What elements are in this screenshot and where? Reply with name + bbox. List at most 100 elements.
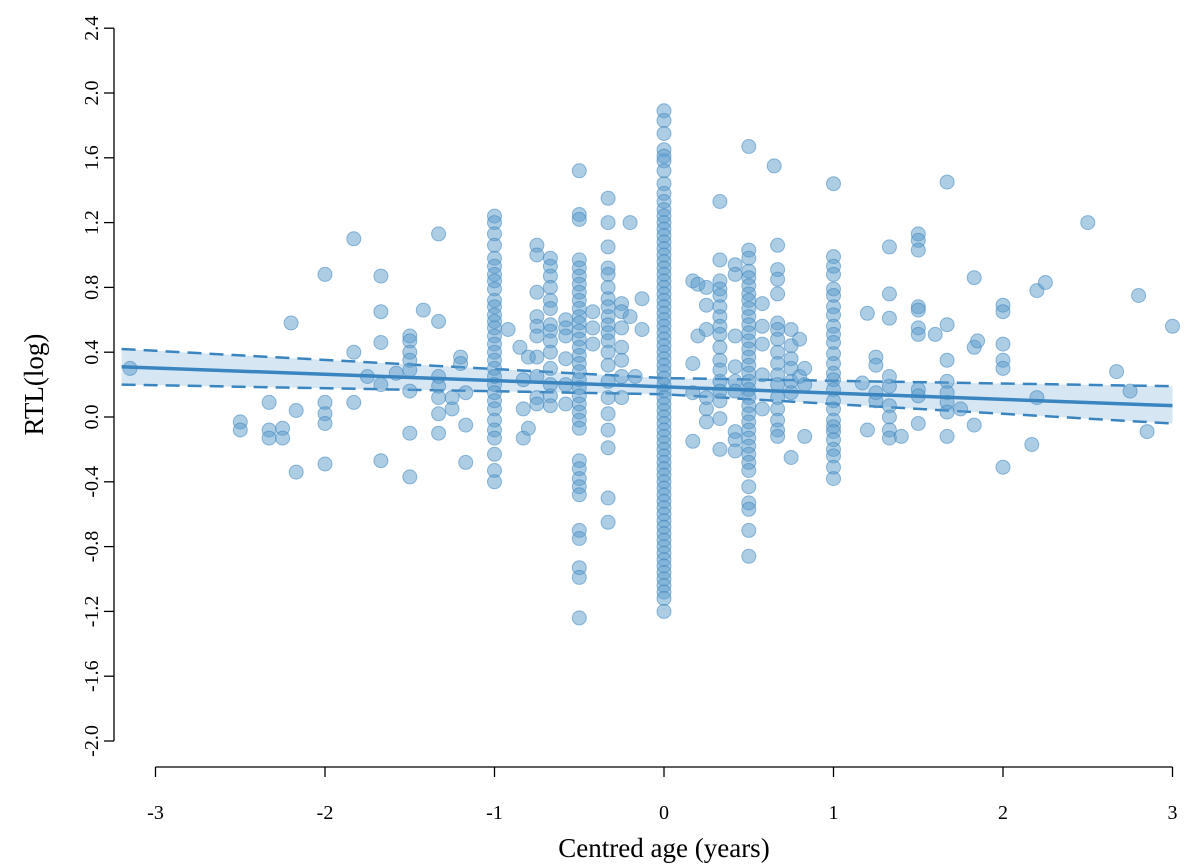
- data-point: [910, 416, 926, 431]
- x-tick-label: -3: [147, 802, 164, 824]
- data-point: [826, 176, 841, 192]
- data-point: [712, 326, 728, 342]
- data-point: [741, 522, 757, 538]
- x-tick-label: 1: [829, 802, 839, 824]
- data-point: [656, 126, 672, 141]
- data-point: [542, 344, 558, 360]
- data-points-group: [122, 103, 1180, 626]
- data-point: [939, 174, 955, 190]
- data-point: [453, 356, 469, 371]
- data-point: [1037, 275, 1053, 290]
- data-point: [995, 459, 1011, 475]
- data-point: [346, 394, 362, 410]
- data-point: [656, 163, 672, 179]
- data-point: [881, 409, 897, 425]
- data-point: [402, 383, 418, 399]
- data-point: [529, 349, 545, 365]
- data-point: [685, 356, 701, 371]
- data-point: [373, 453, 389, 469]
- data-point: [910, 326, 926, 342]
- data-point: [826, 266, 841, 282]
- data-point: [402, 425, 418, 441]
- data-point: [995, 360, 1011, 376]
- data-point: [571, 163, 587, 179]
- y-tick-label: 1.6: [81, 145, 103, 170]
- data-point: [712, 194, 728, 209]
- data-point: [966, 270, 982, 286]
- data-point: [766, 158, 782, 174]
- data-point: [614, 390, 630, 406]
- data-point: [317, 416, 333, 431]
- x-tick-label: -2: [317, 802, 334, 824]
- data-point: [275, 430, 291, 446]
- data-point: [373, 335, 389, 350]
- data-point: [542, 360, 558, 376]
- data-point: [712, 411, 728, 427]
- data-point: [571, 531, 587, 546]
- data-point: [542, 301, 558, 316]
- data-point: [600, 406, 616, 422]
- data-point: [373, 268, 389, 284]
- data-point: [487, 474, 502, 490]
- data-point: [261, 394, 277, 410]
- data-point: [487, 430, 502, 446]
- data-point: [614, 352, 630, 368]
- data-point: [600, 357, 616, 373]
- y-axis-title: RTL(log): [19, 334, 49, 436]
- data-point: [741, 548, 757, 564]
- x-tick-label: 3: [1168, 802, 1178, 824]
- fit-line: [121, 365, 1173, 408]
- data-point: [995, 336, 1011, 352]
- data-point: [712, 339, 728, 355]
- data-point: [939, 352, 955, 368]
- data-point: [558, 351, 574, 367]
- data-point: [741, 250, 757, 266]
- data-point: [797, 377, 813, 393]
- data-point: [600, 514, 616, 530]
- y-tick-label: -1.6: [81, 660, 103, 692]
- data-point: [529, 284, 545, 300]
- data-point: [600, 239, 616, 255]
- data-point: [712, 441, 728, 457]
- data-point: [458, 454, 474, 470]
- data-point: [487, 237, 502, 253]
- data-point: [529, 247, 545, 263]
- data-point: [571, 569, 587, 585]
- data-point: [797, 360, 813, 376]
- data-point: [859, 305, 875, 321]
- data-point: [1131, 288, 1147, 303]
- data-point: [600, 490, 616, 506]
- data-point: [634, 322, 650, 337]
- data-point: [783, 322, 799, 337]
- data-point: [346, 231, 362, 247]
- data-point: [939, 317, 955, 333]
- data-point: [458, 417, 474, 433]
- data-point: [656, 590, 672, 606]
- y-tick-label: 2.4: [81, 16, 103, 41]
- data-point: [600, 390, 616, 406]
- data-point: [1139, 424, 1155, 440]
- data-point: [515, 401, 531, 417]
- y-tick-label: 2.0: [81, 81, 103, 106]
- data-point: [698, 279, 714, 295]
- data-point: [893, 428, 909, 444]
- data-point: [487, 446, 502, 462]
- data-point: [571, 610, 587, 626]
- data-point: [558, 396, 574, 412]
- data-point: [859, 422, 875, 438]
- data-point: [571, 487, 587, 503]
- y-tick-label: -2.0: [81, 725, 103, 757]
- data-point: [698, 297, 714, 313]
- x-axis-title: Centred age (years): [558, 833, 769, 863]
- data-point: [1080, 215, 1096, 231]
- data-point: [520, 420, 536, 436]
- data-point: [634, 291, 650, 307]
- data-point: [826, 471, 841, 487]
- data-point: [373, 377, 389, 393]
- data-point: [970, 333, 986, 349]
- data-point: [317, 456, 333, 472]
- data-point: [868, 357, 884, 373]
- data-point: [754, 401, 770, 417]
- data-point: [698, 414, 714, 430]
- data-point: [585, 336, 601, 352]
